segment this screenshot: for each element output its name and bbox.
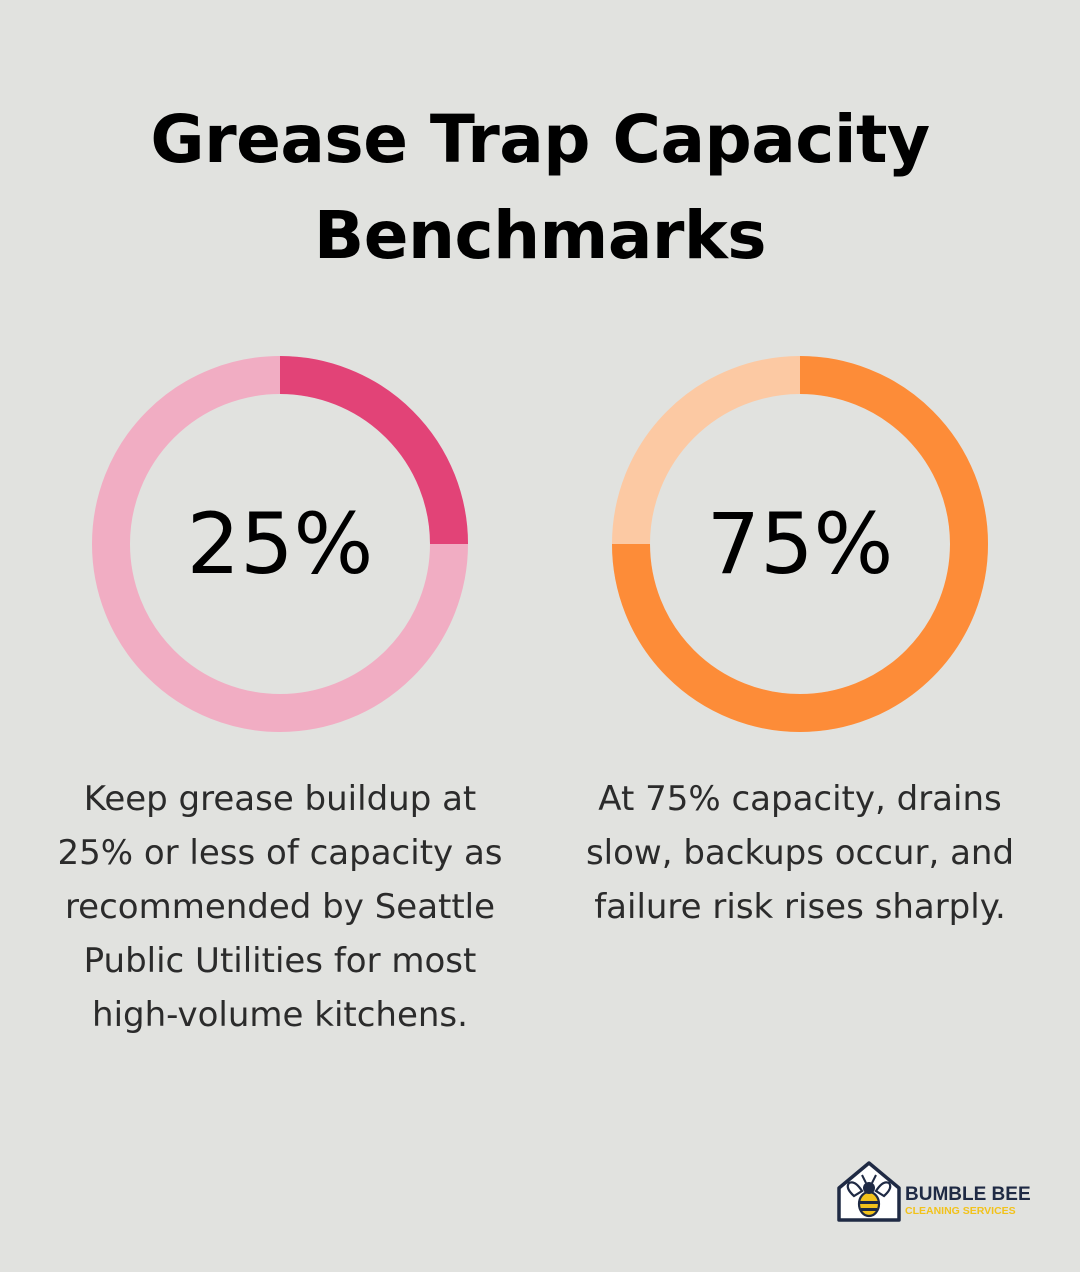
donut-25-filled-arc (279, 356, 468, 545)
title-line-2: Benchmarks (313, 197, 767, 274)
donut-75-value: 75% (706, 495, 894, 593)
page-title: Grease Trap Capacity Benchmarks (90, 92, 990, 284)
description-25-line-5: high-volume kitchens. (92, 995, 468, 1035)
donut-25-svg (92, 356, 468, 732)
donut-chart-75: 75% (610, 354, 990, 734)
description-25-line-4: Public Utilities for most (83, 941, 477, 981)
description-75-line-2: slow, backups occur, and (585, 833, 1015, 873)
description-25-line-1: Keep grease buildup at (83, 779, 477, 819)
brand-name: BUMBLE BEE (905, 1184, 1031, 1205)
brand-tagline: CLEANING SERVICES (905, 1205, 1016, 1217)
description-25-line-3: recommended by Seattle (64, 887, 496, 927)
donut-75-filled-arc (612, 356, 988, 732)
title-line-1: Grease Trap Capacity (150, 101, 930, 178)
donut-25-value: 25% (186, 495, 374, 593)
description-25: Keep grease buildup at 25% or less of ca… (30, 772, 530, 1042)
description-25-line-2: 25% or less of capacity as (57, 833, 503, 873)
description-75-line-3: failure risk rises sharply. (594, 887, 1006, 927)
description-75: At 75% capacity, drains slow, backups oc… (550, 772, 1050, 934)
description-75-line-1: At 75% capacity, drains (598, 779, 1002, 819)
brand-logo: BUMBLE BEE CLEANING SERVICES (833, 1158, 1043, 1226)
donut-chart-25: 25% (90, 354, 470, 734)
bee-house-icon (837, 1161, 901, 1222)
donut-75-svg (612, 356, 988, 732)
